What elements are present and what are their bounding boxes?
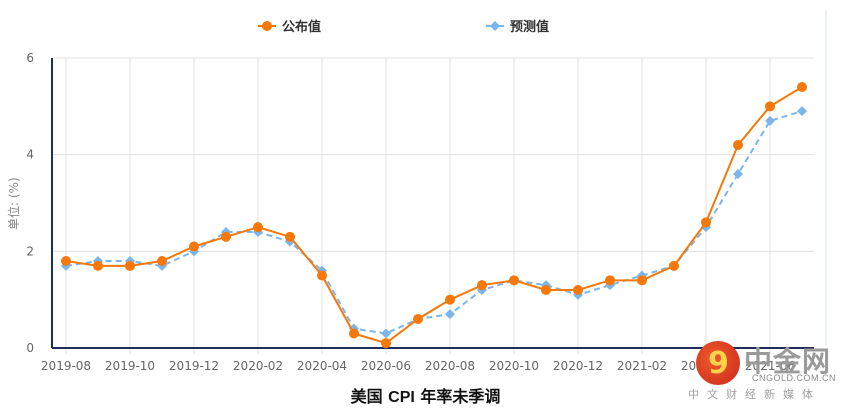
data-point-circle	[669, 260, 679, 271]
data-point-diamond	[797, 106, 807, 117]
data-point-circle	[733, 140, 743, 150]
x-tick-label: 2021-06	[745, 359, 795, 373]
logo-glyph: 9	[708, 346, 729, 381]
data-point-circle	[413, 314, 423, 324]
data-point-circle	[445, 294, 455, 305]
x-tick-label: 2019-10	[105, 359, 155, 373]
data-point-circle	[541, 285, 551, 295]
watermark-domain: CNGOLD.COM.CN	[752, 373, 837, 383]
title-cpi: CPI	[388, 389, 415, 406]
chart-series	[61, 82, 807, 349]
legend-label: 预测值	[510, 19, 549, 35]
data-point-circle	[509, 275, 519, 286]
data-point-circle	[221, 231, 231, 242]
data-point-circle	[189, 241, 199, 252]
data-point-circle	[157, 256, 167, 266]
x-tick-label: 2019-08	[41, 359, 91, 373]
title-prefix: 美国	[350, 387, 389, 406]
data-point-circle	[253, 222, 263, 233]
x-tick-label: 2020-04	[297, 359, 347, 373]
data-point-diamond	[445, 309, 455, 320]
data-point-circle	[285, 231, 295, 242]
data-point-circle	[605, 275, 615, 286]
series-line	[65, 110, 803, 335]
x-tick-label: 2020-02	[233, 359, 283, 373]
data-point-diamond	[765, 115, 775, 126]
title-suffix: 年率未季调	[414, 387, 501, 406]
data-point-circle	[61, 256, 71, 266]
data-point-circle	[125, 260, 135, 271]
data-point-circle	[317, 270, 327, 281]
x-tick-label: 2020-08	[425, 359, 475, 373]
chart-legend: 公布值 预测值	[258, 19, 549, 35]
legend-circle-icon	[262, 21, 272, 31]
watermark-tagline: 中文财经新媒体	[688, 388, 821, 401]
cngold-logo-icon: 9	[696, 341, 740, 385]
data-point-diamond	[381, 328, 391, 339]
data-point-circle	[637, 275, 647, 286]
data-point-circle	[93, 260, 103, 271]
legend-label: 公布值	[282, 19, 321, 35]
chart-title: 美国 CPI 年率未季调	[0, 383, 851, 407]
data-point-circle	[701, 217, 711, 228]
y-tick-label: 4	[26, 148, 34, 162]
watermark-brand: 中金网	[744, 345, 832, 378]
series-line	[65, 86, 803, 345]
x-axis: 2019-08 2019-10 2019-12 2020-02 2020-04 2020-…	[41, 347, 814, 373]
data-point-circle	[765, 101, 775, 112]
y-tick-label: 6	[26, 51, 34, 65]
legend-diamond-icon	[490, 21, 500, 31]
data-point-circle	[349, 328, 359, 339]
data-point-circle	[573, 285, 583, 295]
x-tick-label: 2021-02	[617, 359, 667, 373]
y-axis: 0 2 4 6	[26, 51, 53, 355]
x-tick-label: 2020-12	[553, 359, 603, 373]
x-tick-label: 2020-06	[361, 359, 411, 373]
data-point-circle	[381, 338, 391, 349]
y-axis-title: 单位: (%)	[6, 177, 21, 230]
chart-grid	[52, 10, 827, 354]
x-tick-label: 2019-12	[169, 359, 219, 373]
x-tick-label: 2020-10	[489, 359, 539, 373]
data-point-circle	[797, 82, 807, 92]
y-tick-label: 2	[26, 244, 34, 258]
data-point-circle	[477, 280, 487, 291]
cngold-watermark: 9 中金网 CNGOLD.COM.CN 中文财经新媒体	[688, 340, 844, 412]
data-point-diamond	[733, 169, 743, 179]
y-tick-label: 0	[26, 341, 34, 355]
